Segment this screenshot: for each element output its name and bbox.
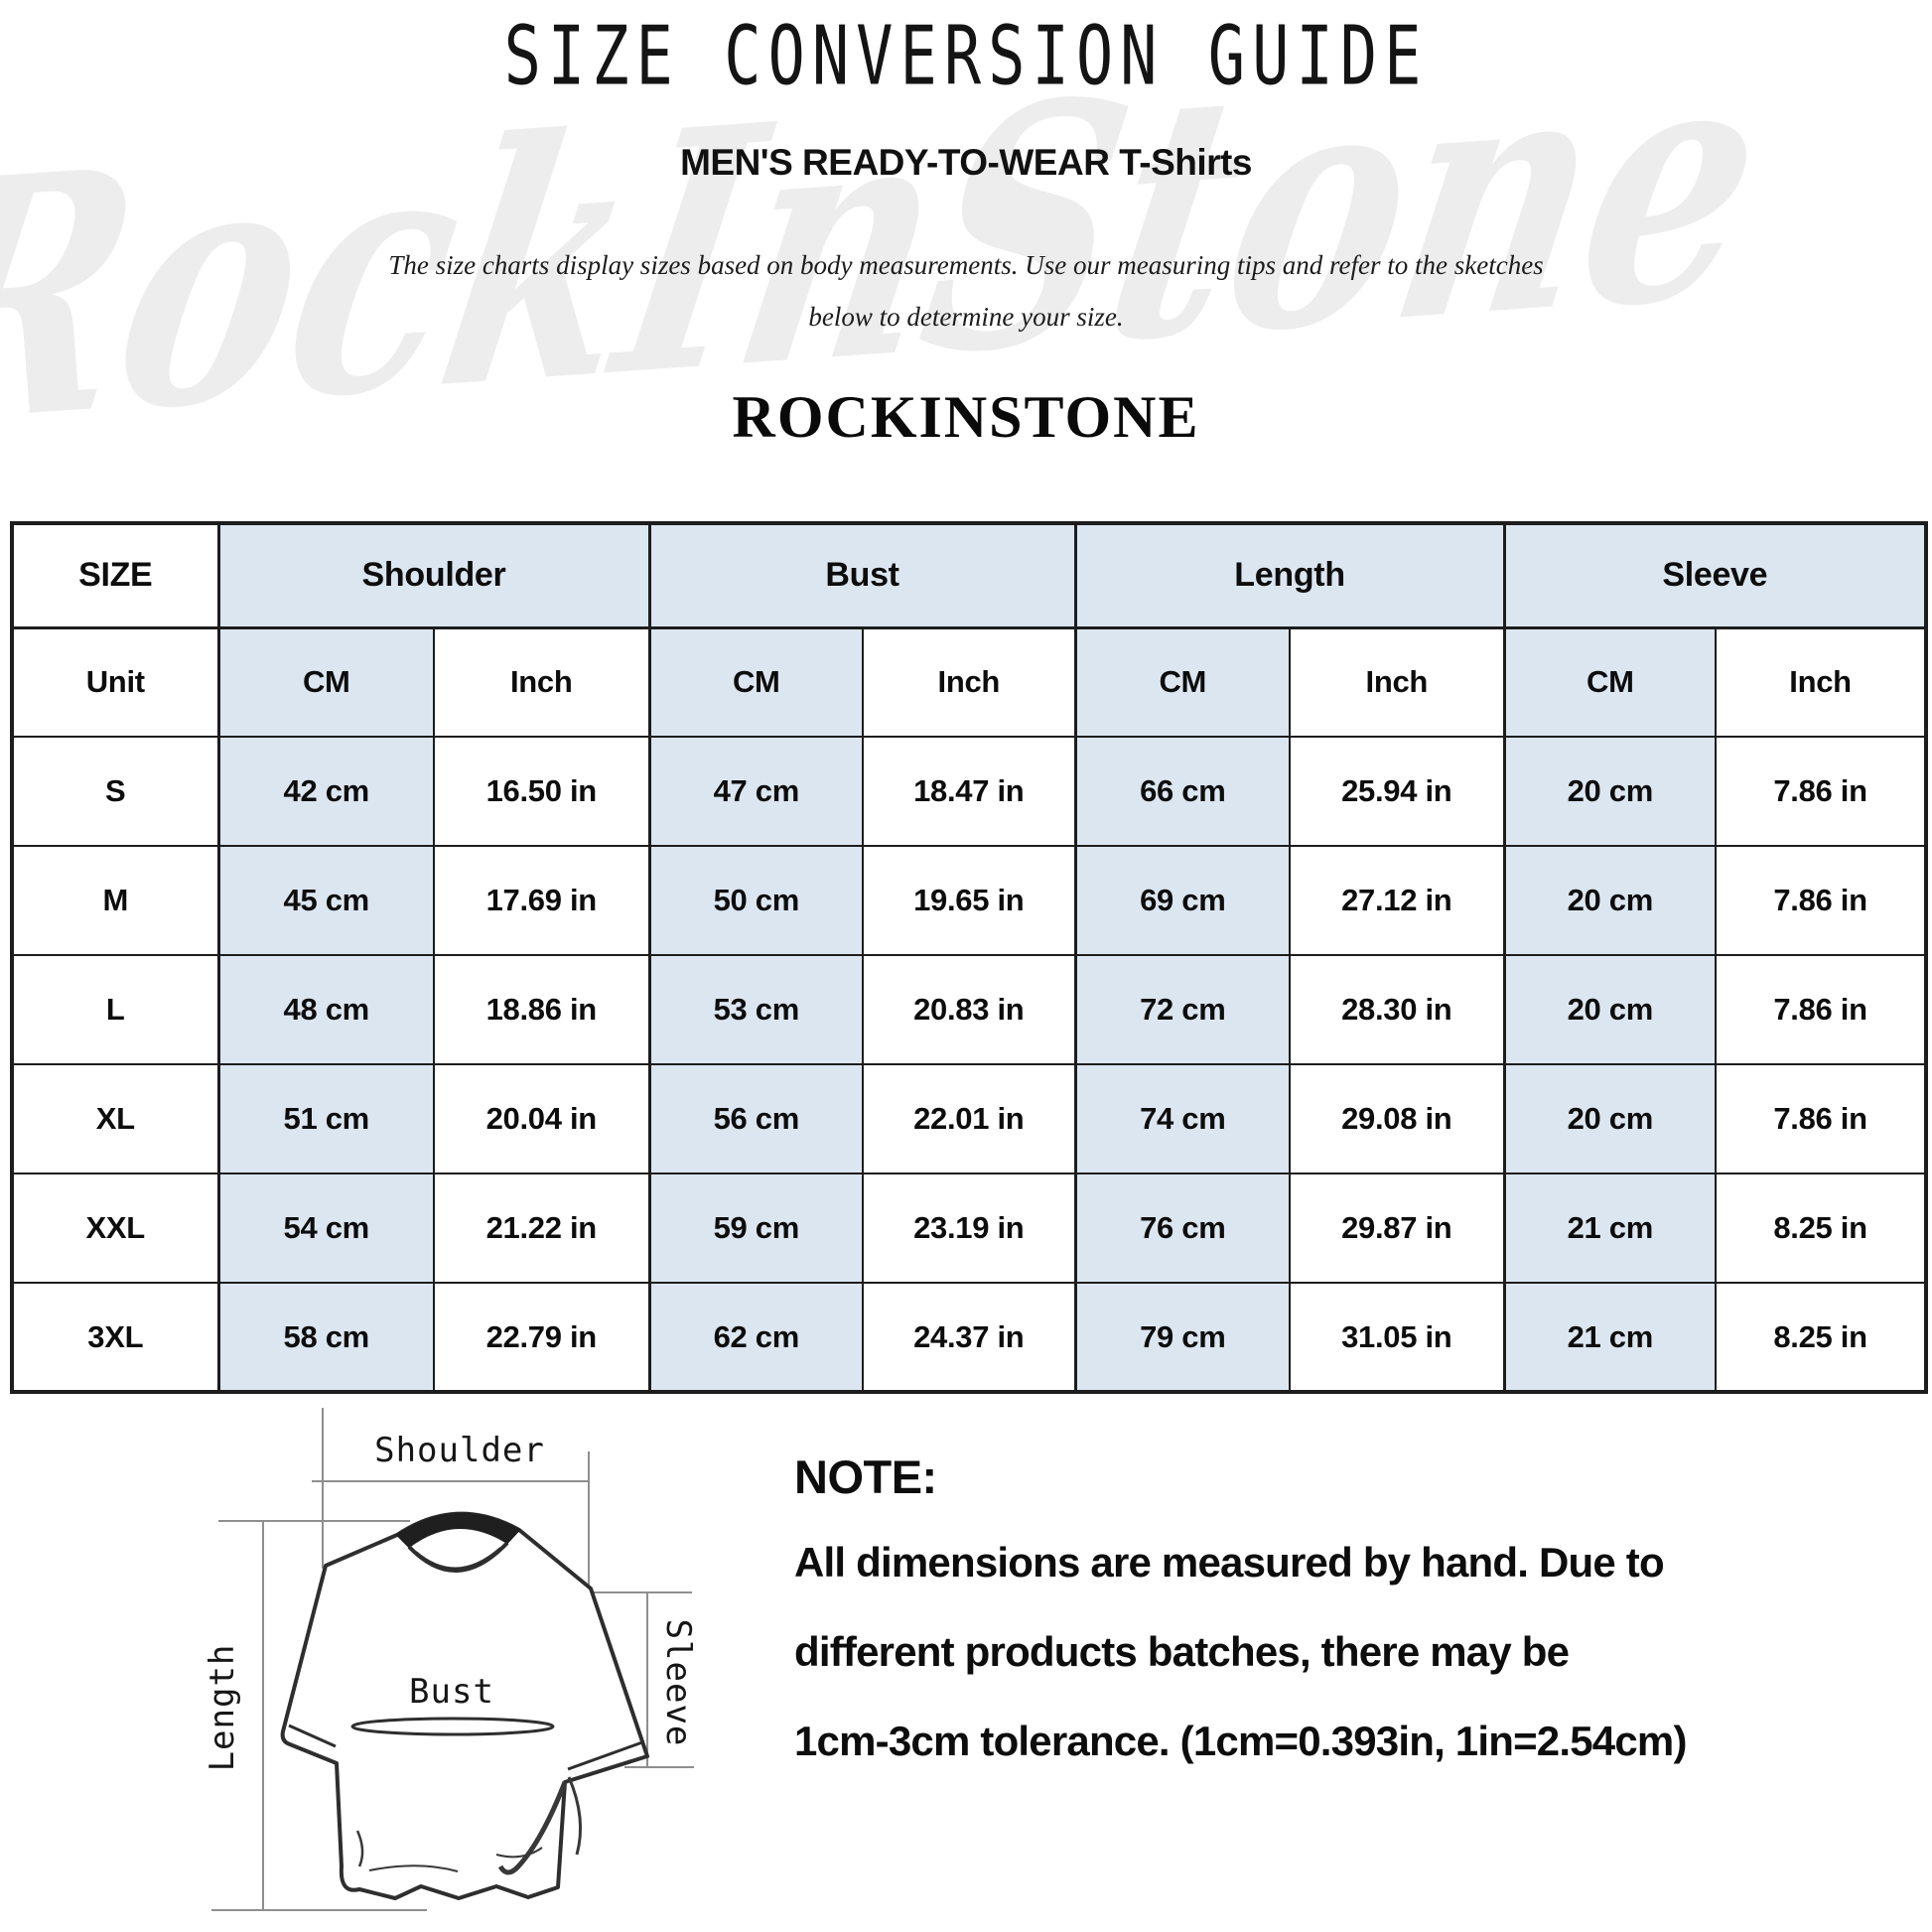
m-shoulder-cm: 45 cm bbox=[216, 845, 435, 956]
s-length-cm: 66 cm bbox=[1073, 736, 1292, 847]
size-label: M bbox=[11, 845, 219, 956]
table-row-3xl: 3XL 58 cm 22.79 in 62 cm 24.37 in 79 cm … bbox=[11, 1282, 1928, 1393]
xxl-bust-cm: 59 cm bbox=[647, 1173, 865, 1284]
xl-shoulder-inch: 20.04 in bbox=[432, 1063, 651, 1174]
diagram-label-bust: Bust bbox=[409, 1672, 494, 1712]
xxl-shoulder-inch: 21.22 in bbox=[432, 1173, 651, 1284]
description: The size charts display sizes based on b… bbox=[0, 239, 1932, 343]
tshirt-drawing bbox=[280, 1511, 649, 1900]
l-bust-inch: 20.83 in bbox=[862, 954, 1077, 1065]
3xl-bust-cm: 62 cm bbox=[647, 1282, 865, 1393]
unit-bust-inch: Inch bbox=[862, 626, 1077, 738]
table-row-xl: XL 51 cm 20.04 in 56 cm 22.01 in 74 cm 2… bbox=[11, 1063, 1928, 1174]
size-label: L bbox=[11, 954, 219, 1065]
l-shoulder-cm: 48 cm bbox=[216, 954, 435, 1065]
col-header-shoulder: Shoulder bbox=[216, 522, 651, 629]
xl-length-inch: 29.08 in bbox=[1289, 1063, 1506, 1174]
l-length-cm: 72 cm bbox=[1073, 954, 1292, 1065]
size-label: XL bbox=[11, 1063, 219, 1174]
diagram-label-shoulder: Shoulder bbox=[374, 1431, 545, 1470]
note-line-2: different products batches, there may be bbox=[794, 1628, 1570, 1675]
diagram-label-sleeve: Sleeve bbox=[658, 1619, 698, 1747]
3xl-length-inch: 31.05 in bbox=[1289, 1282, 1506, 1393]
xxl-length-inch: 29.87 in bbox=[1289, 1173, 1506, 1284]
size-label: 3XL bbox=[11, 1282, 219, 1393]
s-shoulder-cm: 42 cm bbox=[216, 736, 435, 847]
description-line-2: below to determine your size. bbox=[808, 302, 1124, 332]
s-bust-cm: 47 cm bbox=[647, 736, 865, 847]
table-row-m: M 45 cm 17.69 in 50 cm 19.65 in 69 cm 27… bbox=[11, 845, 1928, 956]
page-title: SIZE CONVERSION GUIDE bbox=[503, 8, 1429, 104]
3xl-sleeve-inch: 8.25 in bbox=[1715, 1282, 1928, 1393]
measurement-lines bbox=[211, 1408, 694, 1911]
xl-shoulder-cm: 51 cm bbox=[216, 1063, 435, 1174]
unit-length-inch: Inch bbox=[1289, 626, 1506, 738]
s-sleeve-inch: 7.86 in bbox=[1715, 736, 1928, 847]
m-bust-inch: 19.65 in bbox=[862, 845, 1077, 956]
unit-bust-cm: CM bbox=[647, 626, 865, 738]
tshirt-measurement-diagram: Shoulder Bust Length Sleeve bbox=[203, 1408, 698, 1911]
3xl-shoulder-inch: 22.79 in bbox=[432, 1282, 651, 1393]
col-header-length: Length bbox=[1073, 522, 1506, 629]
note-block: NOTE: All dimensions are measured by han… bbox=[794, 1449, 1896, 1786]
3xl-sleeve-cm: 21 cm bbox=[1502, 1282, 1718, 1393]
unit-sleeve-inch: Inch bbox=[1715, 626, 1928, 738]
3xl-length-cm: 79 cm bbox=[1073, 1282, 1292, 1393]
unit-shoulder-cm: CM bbox=[216, 626, 435, 738]
xl-length-cm: 74 cm bbox=[1073, 1063, 1292, 1174]
l-sleeve-cm: 20 cm bbox=[1502, 954, 1718, 1065]
xl-bust-inch: 22.01 in bbox=[862, 1063, 1077, 1174]
col-header-bust: Bust bbox=[647, 522, 1077, 629]
note-line-1: All dimensions are measured by hand. Due… bbox=[794, 1539, 1665, 1586]
m-sleeve-cm: 20 cm bbox=[1502, 845, 1718, 956]
unit-shoulder-inch: Inch bbox=[432, 626, 651, 738]
m-sleeve-inch: 7.86 in bbox=[1715, 845, 1928, 956]
table-row-l: L 48 cm 18.86 in 53 cm 20.83 in 72 cm 28… bbox=[11, 954, 1928, 1065]
unit-length-cm: CM bbox=[1073, 626, 1292, 738]
xxl-shoulder-cm: 54 cm bbox=[216, 1173, 435, 1284]
table-header-row: SIZE Shoulder Bust Length Sleeve bbox=[11, 522, 1928, 629]
table-unit-row: Unit CM Inch CM Inch CM Inch CM Inch bbox=[11, 626, 1928, 738]
s-length-inch: 25.94 in bbox=[1289, 736, 1506, 847]
xl-sleeve-inch: 7.86 in bbox=[1715, 1063, 1928, 1174]
size-label: S bbox=[11, 736, 219, 847]
s-bust-inch: 18.47 in bbox=[862, 736, 1077, 847]
xxl-length-cm: 76 cm bbox=[1073, 1173, 1292, 1284]
m-length-cm: 69 cm bbox=[1073, 845, 1292, 956]
3xl-bust-inch: 24.37 in bbox=[862, 1282, 1077, 1393]
m-length-inch: 27.12 in bbox=[1289, 845, 1506, 956]
xl-sleeve-cm: 20 cm bbox=[1502, 1063, 1718, 1174]
unit-header: Unit bbox=[11, 626, 219, 738]
xxl-bust-inch: 23.19 in bbox=[862, 1173, 1077, 1284]
xxl-sleeve-cm: 21 cm bbox=[1502, 1173, 1718, 1284]
col-header-size: SIZE bbox=[11, 522, 219, 629]
diagram-label-length: Length bbox=[203, 1644, 242, 1772]
xl-bust-cm: 56 cm bbox=[647, 1063, 865, 1174]
s-sleeve-cm: 20 cm bbox=[1502, 736, 1718, 847]
brand-name: ROCKINSTONE bbox=[732, 384, 1200, 450]
unit-sleeve-cm: CM bbox=[1502, 626, 1718, 738]
col-header-sleeve: Sleeve bbox=[1502, 522, 1928, 629]
table-row-s: S 42 cm 16.50 in 47 cm 18.47 in 66 cm 25… bbox=[11, 736, 1928, 847]
s-shoulder-inch: 16.50 in bbox=[432, 736, 651, 847]
l-shoulder-inch: 18.86 in bbox=[432, 954, 651, 1065]
m-bust-cm: 50 cm bbox=[647, 845, 865, 956]
note-line-3: 1cm-3cm tolerance. (1cm=0.393in, 1in=2.5… bbox=[794, 1718, 1687, 1764]
3xl-shoulder-cm: 58 cm bbox=[216, 1282, 435, 1393]
table-row-xxl: XXL 54 cm 21.22 in 59 cm 23.19 in 76 cm … bbox=[11, 1173, 1928, 1284]
description-line-1: The size charts display sizes based on b… bbox=[388, 250, 1544, 280]
xxl-sleeve-inch: 8.25 in bbox=[1715, 1173, 1928, 1284]
page-subtitle: MEN'S READY-TO-WEAR T-Shirts bbox=[680, 142, 1252, 183]
m-shoulder-inch: 17.69 in bbox=[432, 845, 651, 956]
size-label: XXL bbox=[11, 1173, 219, 1284]
size-conversion-table: SIZE Shoulder Bust Length Sleeve Unit CM… bbox=[10, 521, 1929, 1394]
note-heading: NOTE: bbox=[794, 1450, 937, 1503]
l-sleeve-inch: 7.86 in bbox=[1715, 954, 1928, 1065]
l-bust-cm: 53 cm bbox=[647, 954, 865, 1065]
l-length-inch: 28.30 in bbox=[1289, 954, 1506, 1065]
